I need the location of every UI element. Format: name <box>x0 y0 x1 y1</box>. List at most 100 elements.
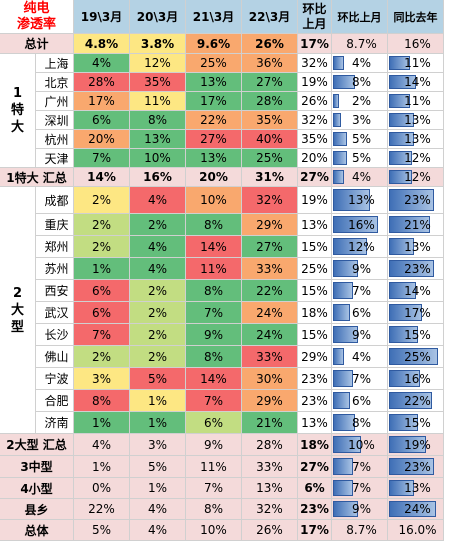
bar-value-cell: 11% <box>388 92 444 111</box>
mom-value: 32% <box>298 54 332 73</box>
data-value: 7% <box>186 302 242 324</box>
bar-fill <box>389 348 438 365</box>
row-label: 总体 <box>0 520 74 541</box>
data-value: 5% <box>74 520 130 541</box>
bar-value-label: 4% <box>351 349 372 364</box>
bar-fill <box>389 170 413 184</box>
bar-fill <box>389 260 434 277</box>
data-value: 32% <box>242 499 298 520</box>
bar-fill <box>389 501 436 517</box>
bar-fill <box>333 282 353 299</box>
bar-value-label: 23% <box>404 193 431 207</box>
row-label: 苏州 <box>36 258 74 280</box>
data-value: 24% <box>242 302 298 324</box>
data-value: 28% <box>242 434 298 456</box>
row-label: 县乡 <box>0 499 74 520</box>
bar-value-cell: 13% <box>332 187 388 214</box>
table-title-cell: 纯电 渗透率 <box>0 0 74 34</box>
data-value: 3% <box>74 368 130 390</box>
data-value: 17% <box>74 92 130 111</box>
data-value: 27% <box>242 236 298 258</box>
mom-value: 19% <box>298 73 332 92</box>
data-value: 9% <box>186 434 242 456</box>
bar-value-label: 4% <box>351 56 372 70</box>
mom-value: 27% <box>298 168 332 187</box>
data-value: 10% <box>186 520 242 541</box>
data-value: 12% <box>130 54 186 73</box>
data-value: 11% <box>130 92 186 111</box>
data-value: 4% <box>74 54 130 73</box>
bar-value-label: 13% <box>404 481 431 495</box>
row-label: 深圳 <box>36 111 74 130</box>
bar-value-cell: 6% <box>332 390 388 412</box>
mom-value: 23% <box>298 368 332 390</box>
data-value: 17% <box>186 92 242 111</box>
column-header: 19\3月 <box>74 0 130 34</box>
data-value: 22% <box>74 499 130 520</box>
bar-value-cell: 12% <box>332 236 388 258</box>
bar-fill <box>389 370 421 387</box>
data-value: 27% <box>242 73 298 92</box>
bar-value-label: 13% <box>404 132 431 146</box>
mom-value: 13% <box>298 214 332 236</box>
bar-value-cell: 7% <box>332 280 388 302</box>
bar-fill <box>333 113 342 127</box>
bar-fill <box>389 75 417 89</box>
bar-fill <box>389 326 419 343</box>
bar-fill <box>389 189 434 211</box>
data-value: 35% <box>242 111 298 130</box>
bar-value-cell: 15% <box>388 412 444 434</box>
bar-value-cell: 11% <box>388 54 444 73</box>
bar-value-cell: 14% <box>388 280 444 302</box>
data-value: 20% <box>186 168 242 187</box>
bar-value-label: 6% <box>351 393 372 408</box>
row-label: 重庆 <box>36 214 74 236</box>
mom-value: 15% <box>298 280 332 302</box>
mom-value: 25% <box>298 258 332 280</box>
row-label: 4小型 <box>0 478 74 499</box>
data-value: 22% <box>186 111 242 130</box>
bar-fill <box>333 238 367 255</box>
data-value: 2% <box>74 214 130 236</box>
row-label: 天津 <box>36 149 74 168</box>
data-value: 14% <box>74 168 130 187</box>
bar-value-label: 7% <box>351 481 372 495</box>
data-value: 1% <box>74 456 130 478</box>
bar-value-label: 5% <box>351 151 372 165</box>
bar-fill <box>333 56 345 70</box>
row-label: 广州 <box>36 92 74 111</box>
bar-value-label: 16% <box>404 36 431 51</box>
mom-value: 19% <box>298 187 332 214</box>
data-value: 35% <box>130 73 186 92</box>
mom-value: 15% <box>298 236 332 258</box>
bar-value-label: 7% <box>351 283 372 298</box>
column-header-mom2: 环比上月 <box>332 0 388 34</box>
data-value: 21% <box>242 412 298 434</box>
bar-value-cell: 9% <box>332 324 388 346</box>
bar-fill <box>333 304 350 321</box>
bar-fill <box>389 436 426 453</box>
bar-value-cell: 24% <box>388 499 444 520</box>
bar-value-cell: 25% <box>388 346 444 368</box>
mom-value: 27% <box>298 456 332 478</box>
data-value: 2% <box>130 214 186 236</box>
data-value: 26% <box>242 520 298 541</box>
row-label: 武汉 <box>36 302 74 324</box>
data-value: 7% <box>186 478 242 499</box>
bar-value-cell: 4% <box>332 346 388 368</box>
column-header: 22\3月 <box>242 0 298 34</box>
bar-value-label: 14% <box>404 75 431 89</box>
bar-fill <box>333 151 348 165</box>
bar-value-cell: 12% <box>388 168 444 187</box>
bar-value-label: 14% <box>404 283 431 298</box>
group-char: 1 <box>12 86 23 101</box>
bar-value-label: 3% <box>351 113 372 127</box>
data-value: 10% <box>130 149 186 168</box>
bar-value-label: 11% <box>404 56 431 70</box>
mom-value: 6% <box>298 478 332 499</box>
data-value: 32% <box>242 187 298 214</box>
data-value: 13% <box>186 73 242 92</box>
bar-fill <box>389 216 430 233</box>
bar-value-label: 5% <box>351 132 372 146</box>
